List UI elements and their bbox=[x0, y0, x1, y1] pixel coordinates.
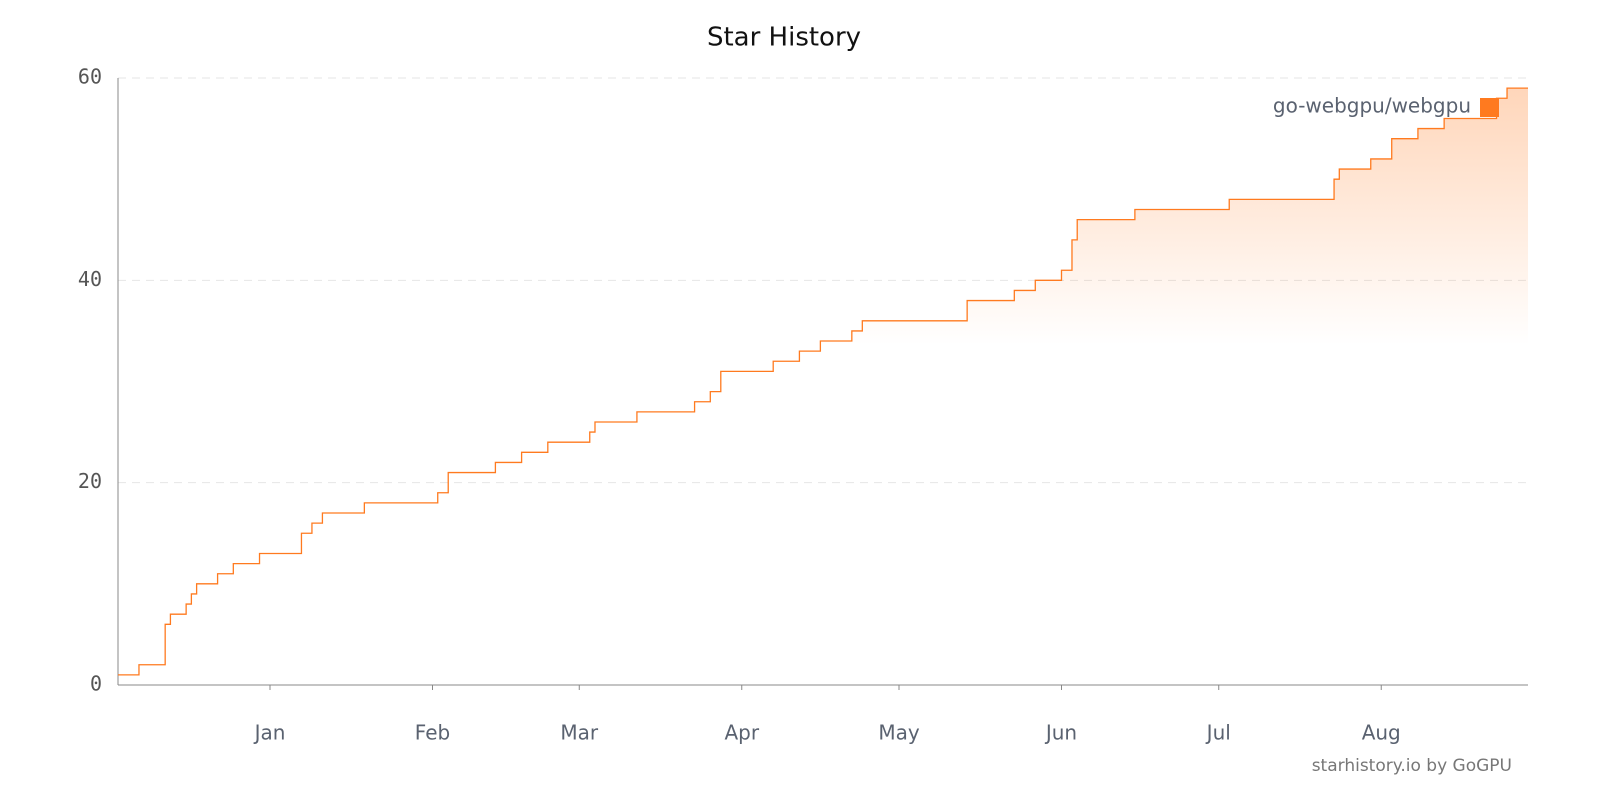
x-tick-label: May bbox=[878, 721, 920, 745]
y-tick-label: 60 bbox=[78, 65, 102, 89]
y-tick-label: 20 bbox=[78, 469, 102, 493]
footer: starhistory.io by GoGPU bbox=[1312, 756, 1512, 776]
x-tick-label: Aug bbox=[1362, 721, 1401, 745]
x-tick-label: Mar bbox=[560, 721, 599, 745]
y-tick-label: 40 bbox=[78, 267, 102, 291]
legend-swatch bbox=[1480, 98, 1499, 117]
line bbox=[118, 87, 1528, 676]
y-tick-label: 0 bbox=[90, 672, 102, 696]
x-tick-label: Jul bbox=[1205, 721, 1231, 745]
chart-title: Star History bbox=[707, 23, 861, 53]
area bbox=[118, 88, 1528, 685]
x-tick-label: Feb bbox=[415, 721, 450, 745]
legend-label: go-webgpu/webgpu bbox=[1273, 94, 1471, 118]
x-tick-label: Jun bbox=[1044, 721, 1077, 745]
x-tick-label: Apr bbox=[724, 721, 759, 745]
x-tick-label: Jan bbox=[253, 721, 286, 745]
